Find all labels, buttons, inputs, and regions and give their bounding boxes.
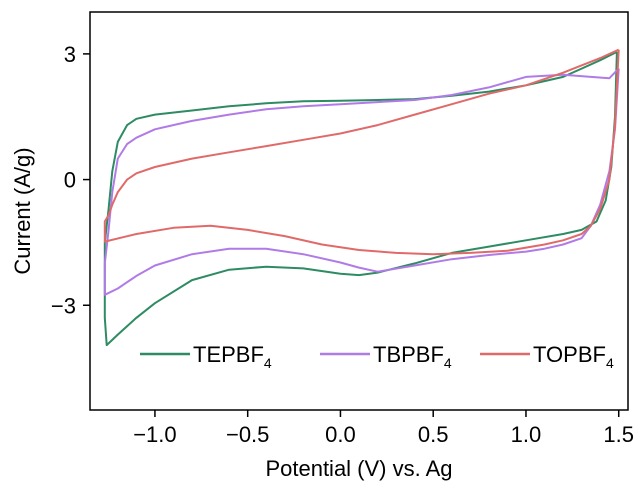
legend-label: TOPBF4 [533, 342, 614, 371]
y-tick-label: −3 [51, 293, 76, 318]
series-line-tbpbf [103, 67, 620, 296]
legend-item-topbf: TOPBF4 [480, 342, 614, 371]
legend-item-tbpbf: TBPBF4 [320, 342, 452, 371]
y-tick-label: 0 [64, 168, 76, 193]
series-layer [103, 48, 620, 347]
x-tick-label: 0.0 [325, 422, 356, 447]
legend-label: TEPBF4 [193, 342, 272, 371]
x-axis-label: Potential (V) vs. Ag [265, 456, 452, 481]
x-tick-label: −1.0 [133, 422, 176, 447]
x-tick-label: 0.5 [418, 422, 449, 447]
legend-label: TBPBF4 [373, 342, 452, 371]
series-line-topbf [103, 48, 620, 256]
x-tick-label: 1.0 [511, 422, 542, 447]
y-axis-ticks: −3 0 3 [51, 42, 90, 318]
series-line-tepbf [103, 50, 618, 347]
legend: TEPBF4 TBPBF4 TOPBF4 [140, 342, 614, 371]
x-tick-label: −0.5 [226, 422, 269, 447]
plot-area: −1.0 −0.5 0.0 0.5 1.0 1.5 −3 0 3 [51, 11, 634, 447]
y-tick-label: 3 [64, 42, 76, 67]
legend-item-tepbf: TEPBF4 [140, 342, 272, 371]
plot-frame [89, 11, 629, 411]
y-axis-label: Current (A/g) [10, 147, 35, 274]
x-tick-label: 1.5 [603, 422, 634, 447]
x-axis-ticks: −1.0 −0.5 0.0 0.5 1.0 1.5 [133, 410, 634, 447]
